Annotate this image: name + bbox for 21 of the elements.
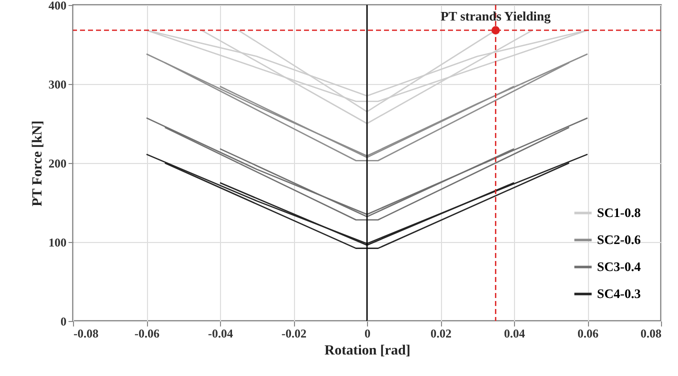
legend-label: SC2-0.6 xyxy=(597,232,642,247)
y-axis-title: PT Force [kN] xyxy=(30,120,46,206)
x-tick-label: 0.06 xyxy=(578,326,598,340)
x-tick-label: -0.04 xyxy=(208,326,233,340)
x-tick-label: -0.08 xyxy=(74,326,98,340)
y-tick-label: 400 xyxy=(48,0,66,12)
x-tick-label: -0.02 xyxy=(282,326,306,340)
x-tick-label: 0.04 xyxy=(504,326,525,340)
x-axis-title: Rotation [rad] xyxy=(324,344,410,358)
legend-label: SC3-0.4 xyxy=(597,259,642,274)
y-tick-label: 200 xyxy=(48,156,66,170)
y-tick-label: 300 xyxy=(48,78,66,92)
x-tick-label: -0.06 xyxy=(134,326,160,340)
annotation: PT strands Yielding xyxy=(440,8,552,24)
x-tick-label: 0.08 xyxy=(640,326,662,340)
legend-label: SC4-0.3 xyxy=(597,286,642,301)
x-tick-label: 0 xyxy=(364,326,370,340)
x-tick-label: 0.02 xyxy=(430,326,452,340)
y-tick-label: 0 xyxy=(60,314,66,328)
y-tick-label: 100 xyxy=(48,236,66,250)
legend-label: SC1-0.8 xyxy=(597,205,642,220)
